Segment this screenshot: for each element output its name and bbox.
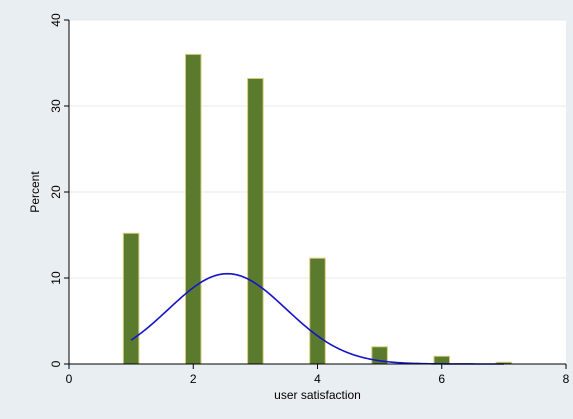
bar (184, 53, 202, 365)
x-tick-label: 0 (66, 372, 73, 386)
bar (122, 232, 140, 365)
x-tick-label: 8 (563, 372, 570, 386)
y-tick-label: 0 (49, 360, 63, 367)
x-tick-label: 6 (438, 372, 445, 386)
x-tick-label: 2 (190, 372, 197, 386)
bar (309, 257, 326, 365)
bar (433, 355, 451, 365)
x-tick-label: 4 (314, 372, 321, 386)
bars (122, 53, 513, 365)
y-tick-label: 20 (49, 185, 63, 199)
x-axis-title: user satisfaction (274, 388, 361, 402)
bar (247, 77, 264, 365)
y-tick-label: 40 (49, 13, 63, 27)
y-axis-title: Percent (28, 171, 42, 213)
axes: 0 10 20 30 40 0 2 4 6 8 (49, 13, 570, 386)
y-tick-label: 10 (49, 271, 63, 285)
y-tick-label: 30 (49, 99, 63, 113)
